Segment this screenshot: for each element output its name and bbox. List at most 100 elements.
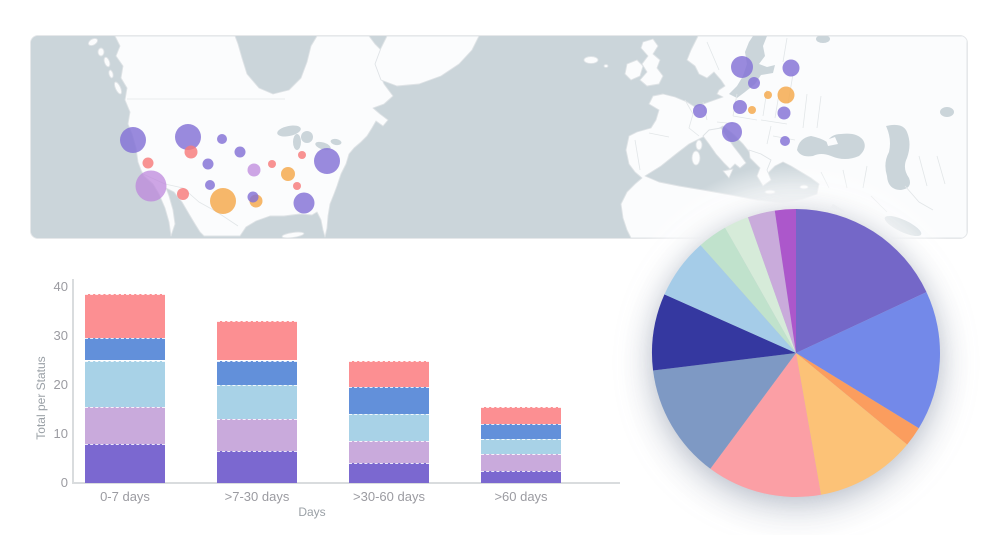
map-bubble-purple[interactable]: [205, 180, 215, 190]
map-land-sardinia: [691, 150, 701, 166]
map-bubble-red[interactable]: [293, 182, 301, 190]
pie-slice-slate-blue[interactable]: [653, 353, 796, 469]
bar-segment-light-blue[interactable]: [85, 360, 165, 408]
map-bubble-red[interactable]: [177, 188, 189, 200]
map-land-cuba: [281, 231, 305, 238]
lake-huron: [301, 131, 313, 143]
map-bubble-purple[interactable]: [693, 104, 707, 118]
map-bubble-purple[interactable]: [733, 100, 747, 114]
bar-segment-light-blue[interactable]: [481, 438, 561, 454]
lake-ontario: [330, 138, 342, 146]
map-bubble-purple[interactable]: [293, 192, 315, 214]
y-tick-label: 30: [53, 328, 68, 343]
sea-aral: [940, 107, 954, 117]
pie-slice-celadon[interactable]: [725, 217, 796, 353]
pie-slice-plum[interactable]: [747, 210, 796, 353]
map-bubble-orchid[interactable]: [247, 163, 261, 177]
x-category-label: >30-60 days: [353, 489, 425, 504]
lake-superior: [277, 125, 301, 137]
map-bubble-purple[interactable]: [217, 134, 227, 144]
pie-slice-mint[interactable]: [700, 227, 796, 353]
map-bubble-purple[interactable]: [782, 59, 800, 77]
pie-slice-light-blue[interactable]: [664, 245, 796, 353]
pie-slice-periwinkle[interactable]: [796, 292, 941, 429]
map-bubble-purple[interactable]: [120, 127, 146, 153]
map-bubble-purple[interactable]: [777, 106, 791, 120]
x-category-label: 0-7 days: [100, 489, 150, 504]
y-tick-label: 0: [60, 475, 68, 490]
pie-slices: [651, 209, 941, 497]
x-axis-line: [72, 482, 620, 484]
pie-slice-salmon[interactable]: [710, 353, 822, 497]
pie-slice-navy[interactable]: [651, 294, 796, 371]
lake-michigan: [293, 134, 301, 150]
bar-segment-light-blue[interactable]: [349, 414, 429, 442]
map-bubbles: [120, 56, 800, 214]
map-card[interactable]: [30, 35, 968, 239]
bar-segment-salmon[interactable]: [217, 321, 297, 361]
y-tick-label: 40: [53, 279, 68, 294]
bar-segment-salmon[interactable]: [349, 360, 429, 388]
map-crimea: [826, 137, 838, 146]
map-bubble-red[interactable]: [184, 145, 198, 159]
map-land-islands: [97, 47, 105, 57]
map-bubble-orange[interactable]: [748, 106, 756, 114]
map-bubble-orange[interactable]: [764, 91, 772, 99]
map-land-faroe: [603, 64, 609, 68]
map-land-vancouver-island: [113, 81, 123, 95]
map-bubble-orange[interactable]: [281, 167, 295, 181]
map-land-britain: [639, 38, 664, 87]
world-map[interactable]: [31, 36, 967, 238]
sea-white-sea: [816, 36, 830, 43]
bar-segment-purple[interactable]: [481, 470, 561, 483]
map-bubble-red[interactable]: [298, 151, 306, 159]
y-tick-label: 10: [53, 426, 68, 441]
map-bubble-orchid[interactable]: [135, 170, 167, 202]
map-bubble-red[interactable]: [268, 160, 276, 168]
y-tick-label: 20: [53, 377, 68, 392]
map-land-islands: [108, 69, 114, 79]
map-bubble-purple[interactable]: [780, 136, 790, 146]
map-bubble-purple[interactable]: [314, 148, 340, 174]
map-bubble-purple[interactable]: [722, 122, 742, 142]
map-bubble-purple[interactable]: [748, 77, 760, 89]
bar-segment-lavender[interactable]: [85, 407, 165, 444]
map-land-greenland: [374, 36, 480, 87]
map-land-iceland: [583, 56, 599, 64]
map-bubble-purple[interactable]: [731, 56, 753, 78]
map-bubble-purple[interactable]: [247, 191, 259, 203]
bar-segment-blue[interactable]: [481, 424, 561, 439]
bar-segment-blue[interactable]: [217, 360, 297, 385]
bar-segment-blue[interactable]: [85, 338, 165, 361]
bar-segment-lavender[interactable]: [217, 419, 297, 452]
map-bubble-orange[interactable]: [777, 86, 795, 104]
bar-segment-lavender[interactable]: [349, 441, 429, 464]
map-land-north-america: [114, 36, 394, 238]
map-land-corsica: [695, 139, 703, 151]
bar-segment-purple[interactable]: [217, 451, 297, 483]
bar-segment-blue[interactable]: [349, 387, 429, 415]
map-bubble-purple[interactable]: [175, 124, 201, 150]
map-bubble-purple[interactable]: [234, 146, 246, 158]
map-land-ireland: [624, 59, 644, 81]
bar-segment-purple[interactable]: [349, 463, 429, 483]
map-bubble-red[interactable]: [142, 157, 154, 169]
bar-segment-light-blue[interactable]: [217, 385, 297, 420]
pie-slice-orange[interactable]: [796, 353, 919, 445]
map-bubble-orange[interactable]: [210, 188, 236, 214]
y-axis-line: [72, 279, 74, 484]
sea-caspian: [885, 124, 910, 190]
bar-segment-salmon[interactable]: [85, 294, 165, 339]
bar-segment-salmon[interactable]: [481, 407, 561, 425]
bar-segment-lavender[interactable]: [481, 453, 561, 471]
sea-black-sea: [797, 133, 865, 159]
pie-slice-purple[interactable]: [796, 209, 927, 353]
bar-segment-purple[interactable]: [85, 443, 165, 483]
pie-slice-magenta[interactable]: [774, 209, 796, 353]
status-pie-chart: [651, 209, 941, 497]
x-category-label: >60 days: [494, 489, 548, 504]
map-land-islands: [87, 37, 99, 47]
map-bubble-purple[interactable]: [202, 158, 214, 170]
pie-slice-light-orange[interactable]: [796, 353, 908, 495]
